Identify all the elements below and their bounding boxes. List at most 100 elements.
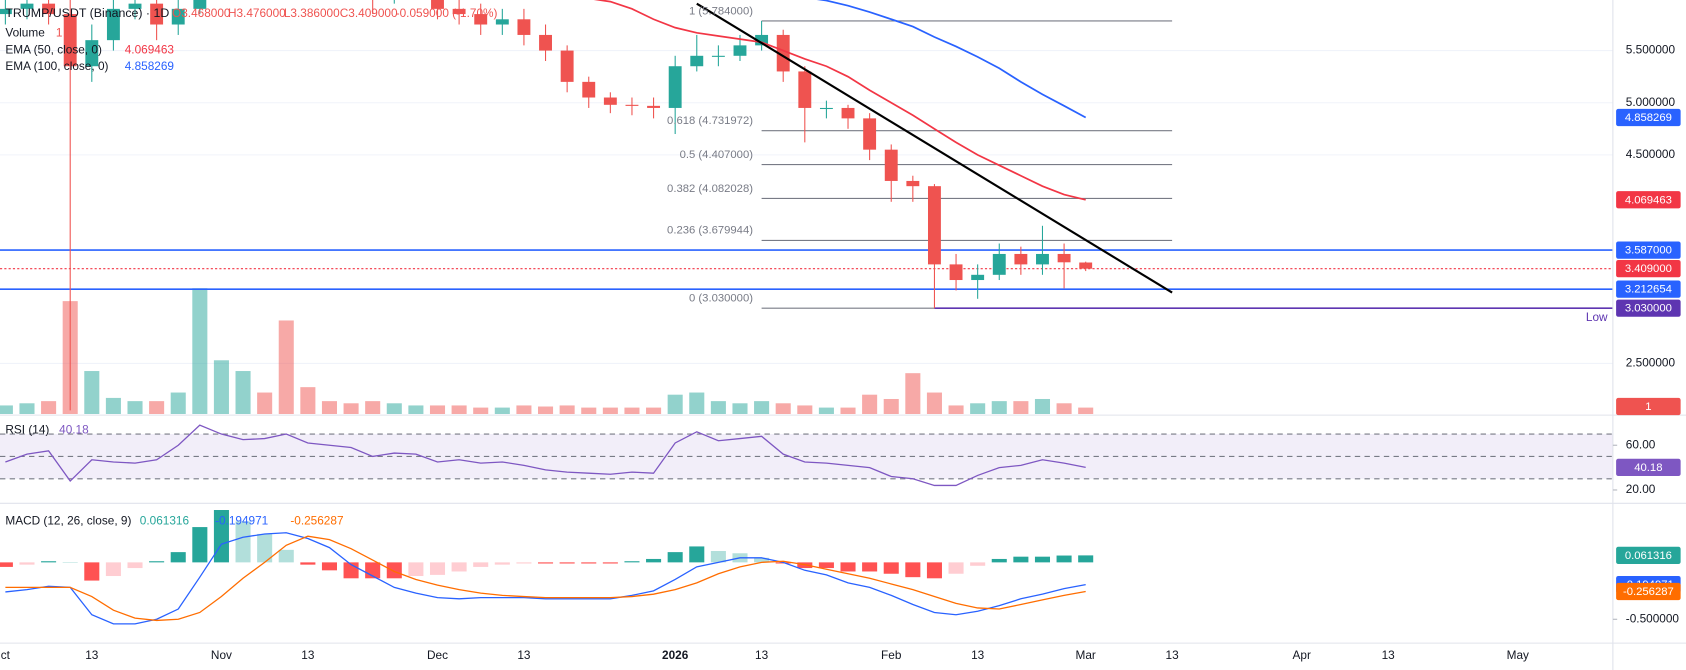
macd-histogram-bar: [883, 562, 899, 574]
y-tick-label: 4.500000: [1626, 147, 1676, 161]
price-tag: [1616, 397, 1681, 416]
macd-histogram-bar: [862, 562, 878, 572]
macd-histogram-bar: [127, 562, 143, 569]
candle-body: [863, 118, 877, 150]
volume-bar: [41, 401, 57, 415]
volume-bar: [667, 394, 683, 415]
candle-body: [452, 8, 466, 15]
volume-bar: [797, 405, 813, 415]
macd-histogram-bar: [149, 561, 165, 563]
fib-label: 0.236 (3.679944): [667, 225, 753, 237]
price-tag-label: 3.212654: [1625, 284, 1672, 296]
macd-histogram-bar: [646, 558, 662, 563]
legend-value: 4.069463: [125, 43, 175, 57]
volume-bar: [710, 401, 726, 415]
volume-bar: [516, 405, 532, 415]
macd-histogram-bar: [170, 552, 186, 563]
macd-histogram-bar: [818, 562, 834, 569]
volume-bar: [602, 407, 618, 415]
overlay: 5.500000 5.000000 4.500000 2.500000 ct 13 Nov 1…: [1, 5, 1681, 662]
x-tick-label: May: [1507, 648, 1529, 662]
volume-bar: [386, 403, 402, 415]
legend-name: Volume: [5, 25, 45, 39]
volume-bar: [538, 406, 554, 415]
volume-bar: [948, 405, 964, 415]
ema-line: [816, 0, 1087, 119]
ohlc-label: C3.409000: [340, 6, 398, 20]
macd-histogram-bar: [19, 562, 35, 565]
price-tag: [1616, 299, 1681, 317]
volume-bar: [991, 401, 1007, 415]
rsi-line: [5, 424, 1086, 487]
price-tag: [1616, 260, 1681, 278]
legend-value: 1: [56, 25, 63, 39]
x-tick-label: 13: [85, 648, 99, 662]
candle-body: [539, 34, 552, 51]
candle-body: [1057, 253, 1071, 263]
macd-pane: [0, 510, 1094, 625]
price-tag-label: 3.587000: [1625, 245, 1672, 257]
volume-bar: [1034, 398, 1051, 415]
legend-name: EMA (100, close, 0): [5, 59, 108, 73]
macd-histogram-bar: [538, 562, 554, 564]
candle-body: [927, 186, 941, 265]
candle-body: [668, 66, 682, 108]
macd-histogram-bar: [278, 549, 294, 563]
volume-bar: [862, 394, 878, 415]
volume-bar: [559, 405, 575, 415]
macd-histogram-bar: [602, 562, 618, 564]
candle-body: [20, 3, 34, 9]
volume-bar: [408, 405, 424, 415]
x-tick-label: 13: [971, 648, 985, 662]
macd-histogram-bar: [84, 562, 100, 581]
volume-bar: [278, 320, 294, 415]
level-annotation: Low: [1586, 310, 1608, 324]
legend-value: 4.858269: [125, 59, 175, 73]
x-tick-label: Apr: [1293, 648, 1311, 662]
volume-bar: [818, 407, 834, 415]
volume-bar: [1078, 407, 1094, 415]
volume-bar: [149, 401, 165, 415]
candle-body: [625, 104, 639, 106]
y-tick-label: 5.500000: [1626, 43, 1676, 57]
volume-bar: [257, 392, 273, 415]
candle-body: [949, 264, 963, 281]
y-tick-label: -0.500000: [1626, 611, 1680, 625]
candle-body: [1014, 253, 1028, 265]
candle-body: [582, 81, 596, 98]
rsi-pane: [0, 424, 1613, 487]
macd-histogram-bar: [991, 558, 1007, 563]
x-tick-label: 2026: [662, 648, 689, 662]
candle-body: [690, 55, 704, 67]
price-tag-label: 4.858269: [1625, 112, 1672, 124]
macd-histogram-bar: [41, 561, 57, 563]
price-tag-label: -0.256287: [1623, 586, 1674, 598]
legend-value: -0.194971: [215, 514, 268, 528]
candle-body: [150, 3, 164, 25]
macd-histogram-bar: [300, 562, 316, 565]
volume-bar: [0, 405, 13, 415]
macd-histogram-bar: [473, 562, 489, 567]
candle-body: [906, 180, 920, 187]
legend-name: EMA (50, close, 0): [5, 43, 102, 57]
volume-bar: [235, 371, 251, 415]
price-tag: [1616, 241, 1681, 259]
candle-body: [431, 0, 444, 9]
macd-histogram-bar: [970, 562, 986, 566]
volume-bar: [624, 407, 640, 415]
fib-label: 0.382 (4.082028): [667, 183, 753, 195]
candle-body: [128, 3, 142, 9]
candle-body: [819, 107, 833, 110]
volume-bar: [321, 401, 337, 415]
volume-bar: [646, 407, 662, 415]
candle-body: [1079, 262, 1093, 269]
price-tag: [1616, 108, 1681, 127]
macd-histogram-bar: [105, 562, 121, 577]
candle-body: [106, 8, 120, 41]
price-tag-label: 4.069463: [1625, 194, 1672, 206]
trendline: [696, 2, 1173, 294]
volume-bar: [451, 405, 467, 415]
macd-histogram-bar: [192, 527, 208, 563]
